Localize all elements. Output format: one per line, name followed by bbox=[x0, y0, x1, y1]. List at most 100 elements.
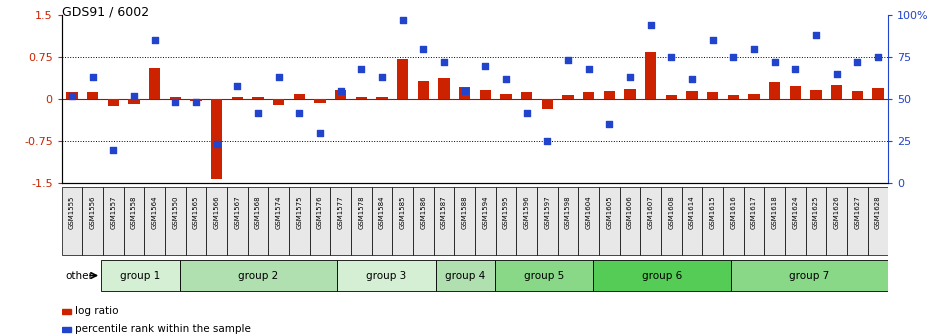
FancyBboxPatch shape bbox=[682, 186, 702, 255]
Bar bbox=[562, 95, 574, 99]
Bar bbox=[355, 97, 367, 99]
FancyBboxPatch shape bbox=[337, 260, 436, 291]
Point bbox=[726, 54, 741, 60]
Text: GSM1615: GSM1615 bbox=[710, 196, 715, 229]
Point bbox=[147, 38, 162, 43]
Point bbox=[788, 66, 803, 72]
FancyBboxPatch shape bbox=[517, 186, 537, 255]
Point bbox=[292, 110, 307, 115]
FancyBboxPatch shape bbox=[436, 260, 495, 291]
Text: group 7: group 7 bbox=[789, 270, 829, 281]
Bar bbox=[87, 92, 99, 99]
FancyBboxPatch shape bbox=[186, 186, 206, 255]
FancyBboxPatch shape bbox=[806, 186, 826, 255]
Point bbox=[829, 71, 845, 77]
Bar bbox=[480, 90, 491, 99]
Point bbox=[870, 54, 885, 60]
FancyBboxPatch shape bbox=[101, 260, 180, 291]
Text: GSM1596: GSM1596 bbox=[523, 196, 530, 229]
FancyBboxPatch shape bbox=[433, 186, 454, 255]
FancyBboxPatch shape bbox=[764, 186, 785, 255]
Point bbox=[664, 54, 679, 60]
FancyBboxPatch shape bbox=[124, 186, 144, 255]
FancyBboxPatch shape bbox=[702, 186, 723, 255]
Text: GSM1556: GSM1556 bbox=[89, 196, 96, 229]
Point bbox=[499, 76, 514, 82]
Point bbox=[705, 38, 720, 43]
Text: GSM1555: GSM1555 bbox=[69, 196, 75, 229]
FancyBboxPatch shape bbox=[495, 260, 593, 291]
Bar bbox=[789, 86, 801, 99]
Point bbox=[643, 23, 658, 28]
Point bbox=[374, 75, 390, 80]
Text: GDS91 / 6002: GDS91 / 6002 bbox=[62, 5, 149, 18]
Text: other: other bbox=[66, 270, 93, 281]
Bar bbox=[66, 92, 78, 99]
Point bbox=[188, 100, 203, 105]
Text: GSM1574: GSM1574 bbox=[276, 196, 282, 229]
Text: GSM1625: GSM1625 bbox=[813, 196, 819, 229]
Point bbox=[767, 59, 782, 65]
Point bbox=[416, 46, 431, 51]
Text: GSM1585: GSM1585 bbox=[400, 196, 406, 229]
Bar bbox=[107, 99, 119, 106]
Text: GSM1628: GSM1628 bbox=[875, 196, 881, 229]
Text: GSM1604: GSM1604 bbox=[585, 196, 592, 229]
Bar bbox=[149, 68, 161, 99]
Point bbox=[747, 46, 762, 51]
Text: group 4: group 4 bbox=[445, 270, 485, 281]
Bar bbox=[521, 92, 532, 99]
FancyBboxPatch shape bbox=[867, 186, 888, 255]
Point bbox=[560, 58, 576, 63]
Text: GSM1626: GSM1626 bbox=[833, 196, 840, 229]
Point bbox=[581, 66, 597, 72]
Text: GSM1565: GSM1565 bbox=[193, 196, 200, 229]
Bar bbox=[851, 91, 863, 99]
Text: GSM1568: GSM1568 bbox=[255, 196, 261, 229]
FancyBboxPatch shape bbox=[268, 186, 289, 255]
Text: log ratio: log ratio bbox=[75, 306, 119, 316]
FancyBboxPatch shape bbox=[352, 186, 371, 255]
Text: GSM1584: GSM1584 bbox=[379, 196, 385, 229]
Bar bbox=[62, 327, 71, 332]
Bar bbox=[190, 99, 201, 101]
FancyBboxPatch shape bbox=[496, 186, 517, 255]
Text: GSM1558: GSM1558 bbox=[131, 196, 137, 229]
Bar bbox=[624, 89, 636, 99]
FancyBboxPatch shape bbox=[537, 186, 558, 255]
Point bbox=[849, 59, 865, 65]
Text: group 5: group 5 bbox=[523, 270, 564, 281]
Point bbox=[126, 93, 142, 98]
Text: GSM1577: GSM1577 bbox=[337, 196, 344, 229]
FancyBboxPatch shape bbox=[599, 186, 619, 255]
FancyBboxPatch shape bbox=[785, 186, 806, 255]
FancyBboxPatch shape bbox=[640, 186, 661, 255]
Text: GSM1598: GSM1598 bbox=[565, 196, 571, 229]
Bar bbox=[170, 97, 181, 99]
Text: GSM1567: GSM1567 bbox=[235, 196, 240, 229]
Bar bbox=[501, 93, 512, 99]
Point bbox=[519, 110, 534, 115]
Point bbox=[168, 100, 183, 105]
Text: GSM1614: GSM1614 bbox=[689, 196, 695, 229]
FancyBboxPatch shape bbox=[454, 186, 475, 255]
Bar bbox=[376, 97, 388, 99]
FancyBboxPatch shape bbox=[744, 186, 764, 255]
FancyBboxPatch shape bbox=[144, 186, 165, 255]
Bar bbox=[583, 92, 595, 99]
Bar bbox=[666, 95, 677, 99]
Bar bbox=[294, 93, 305, 99]
FancyBboxPatch shape bbox=[165, 186, 186, 255]
Bar bbox=[810, 90, 822, 99]
Bar bbox=[749, 93, 760, 99]
Bar bbox=[542, 99, 553, 109]
Point bbox=[601, 122, 617, 127]
Bar bbox=[418, 81, 429, 99]
FancyBboxPatch shape bbox=[579, 186, 599, 255]
FancyBboxPatch shape bbox=[83, 186, 103, 255]
Bar bbox=[459, 87, 470, 99]
Text: GSM1557: GSM1557 bbox=[110, 196, 117, 229]
Text: GSM1607: GSM1607 bbox=[648, 196, 654, 229]
FancyBboxPatch shape bbox=[731, 260, 888, 291]
Text: percentile rank within the sample: percentile rank within the sample bbox=[75, 324, 251, 334]
